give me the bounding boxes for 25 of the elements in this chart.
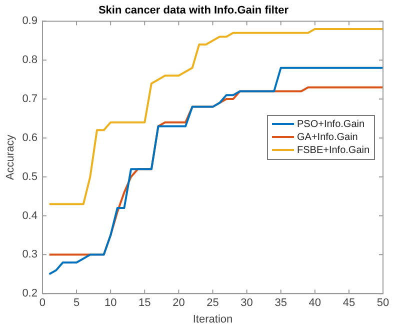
y-tick-label: 0.7 xyxy=(22,93,38,106)
y-tick-label: 0.5 xyxy=(22,170,38,183)
x-tick-label: 30 xyxy=(240,297,253,310)
x-tick-label: 40 xyxy=(308,297,322,310)
y-tick-label: 0.2 xyxy=(22,288,38,300)
y-tick-label: 0.9 xyxy=(22,15,38,28)
y-tick-label: 0.3 xyxy=(22,248,38,261)
y-axis-title: Accuracy xyxy=(4,134,17,180)
x-tick-label: 10 xyxy=(104,297,117,310)
chart-title: Skin cancer data with Info.Gain filter xyxy=(98,4,290,17)
x-tick-label: 25 xyxy=(206,297,219,310)
legend-label: GA+Info.Gain xyxy=(296,130,359,144)
x-tick-label: 20 xyxy=(172,297,185,310)
x-tick-label: 15 xyxy=(138,297,151,310)
x-tick-label: 45 xyxy=(342,297,356,310)
y-tick-label: 0.8 xyxy=(22,54,38,66)
x-axis-title: Iteration xyxy=(192,313,233,326)
x-tick-label: 35 xyxy=(274,297,287,310)
legend-label: PSO+Info.Gain xyxy=(296,118,366,131)
x-tick-label: 5 xyxy=(73,297,80,310)
x-tick-label: 0 xyxy=(39,297,46,310)
legend-label: FSBE+Info.Gain xyxy=(296,144,370,157)
y-tick-label: 0.6 xyxy=(22,132,38,144)
y-tick-label: 0.4 xyxy=(22,210,38,222)
x-tick-label: 50 xyxy=(376,297,390,310)
